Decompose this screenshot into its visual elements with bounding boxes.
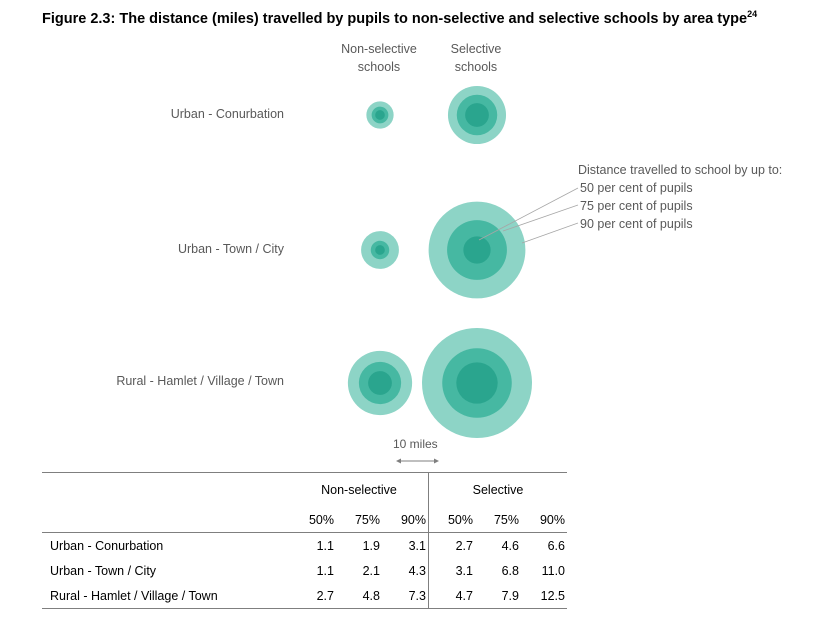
bubble-selective-row3-p50: [456, 362, 498, 404]
legend-leader-line-75: [502, 204, 579, 232]
bubble-selective-row1-p50: [465, 103, 489, 127]
column-header-selective-line1: Selective: [450, 42, 502, 56]
bubble-non-selective-row3-p50: [368, 371, 392, 395]
table-cell: 2.1: [362, 563, 380, 578]
bubble-selective-row2-p50: [463, 236, 491, 264]
table-group-non-selective: Non-selective: [290, 472, 429, 507]
figure-title: Figure 2.3: The distance (miles) travell…: [42, 9, 758, 27]
column-header-non-selective-line1: Non-selective: [341, 42, 417, 56]
pct-header: 90%: [521, 507, 567, 533]
table-cell: 12.5: [521, 583, 567, 609]
column-header-selective: Selective schools: [421, 40, 531, 76]
pct-header: 50%: [428, 507, 475, 533]
table-row: Rural - Hamlet / Village / Town 2.7 4.8 …: [42, 583, 567, 609]
table-group-selective: Selective: [428, 472, 567, 507]
legend-leader-line-50: [478, 187, 579, 241]
row-label-urban-conurbation: Urban - Conurbation: [170, 107, 284, 121]
column-header-non-selective: Non-selective schools: [324, 40, 434, 76]
data-table: Non-selective Selective 50% 75% 90% 50% …: [42, 472, 567, 609]
table-cell: 2.7: [290, 583, 336, 609]
table-cell: 3.1: [382, 532, 429, 558]
column-header-selective-line2: schools: [454, 60, 498, 74]
table-cell: 4.8: [336, 583, 382, 609]
legend-item-75: 75 per cent of pupils: [580, 199, 693, 213]
table-row: Urban - Conurbation 1.1 1.9 3.1 2.7 4.6 …: [42, 532, 567, 558]
table-row: Urban - Town / City 1.1 2.1 4.3 3.1 6.8 …: [42, 558, 567, 583]
table-cell: 4.6: [501, 538, 519, 553]
scale-label: 10 miles: [393, 437, 438, 451]
scale-arrow: [396, 458, 439, 464]
table-percentile-row: 50% 75% 90% 50% 75% 90%: [42, 507, 567, 533]
table-cell: 1.1: [316, 538, 334, 553]
table-cell: 1.1: [316, 563, 334, 578]
bubble-layer: [347, 85, 532, 438]
table-group-header-row: Non-selective Selective: [42, 472, 567, 507]
row-label-rural: Rural - Hamlet / Village / Town: [116, 374, 284, 388]
legend-leader-line-90: [521, 222, 579, 244]
table-row-label: Urban - Conurbation: [50, 538, 164, 553]
table-cell: 7.9: [475, 583, 521, 609]
table-cell: 3.1: [455, 563, 473, 578]
table-cell: 6.8: [501, 563, 519, 578]
bubble-chart: [347, 85, 579, 464]
table-cell: 4.3: [382, 558, 429, 583]
legend-leader-lines: [478, 187, 579, 244]
pct-header: 75%: [475, 507, 521, 533]
figure-title-text: Figure 2.3: The distance (miles) travell…: [42, 11, 748, 27]
table-row-label: Rural - Hamlet / Village / Town: [42, 583, 290, 609]
column-header-non-selective-line2: schools: [357, 60, 401, 74]
table-cell: 11.0: [541, 563, 565, 578]
legend-item-90: 90 per cent of pupils: [580, 217, 693, 231]
bubble-non-selective-row1-p50: [375, 110, 385, 120]
pct-header: 90%: [382, 507, 429, 533]
table-cell: 4.7: [428, 583, 475, 609]
table-cell: 7.3: [382, 583, 429, 609]
table-row-label: Urban - Town / City: [50, 563, 157, 578]
legend: Distance travelled to school by up to: 5…: [578, 161, 782, 233]
row-label-urban-town-city: Urban - Town / City: [177, 242, 284, 256]
legend-heading: Distance travelled to school by up to:: [578, 163, 783, 177]
table-cell: 6.6: [547, 538, 565, 553]
table-cell: 2.7: [455, 538, 473, 553]
legend-item-50: 50 per cent of pupils: [580, 181, 693, 195]
table-cell: 1.9: [362, 538, 380, 553]
pct-header: 50%: [290, 507, 336, 533]
title-footnote: 24: [747, 9, 758, 20]
bubble-non-selective-row2-p50: [375, 245, 385, 255]
pct-header: 75%: [336, 507, 382, 533]
